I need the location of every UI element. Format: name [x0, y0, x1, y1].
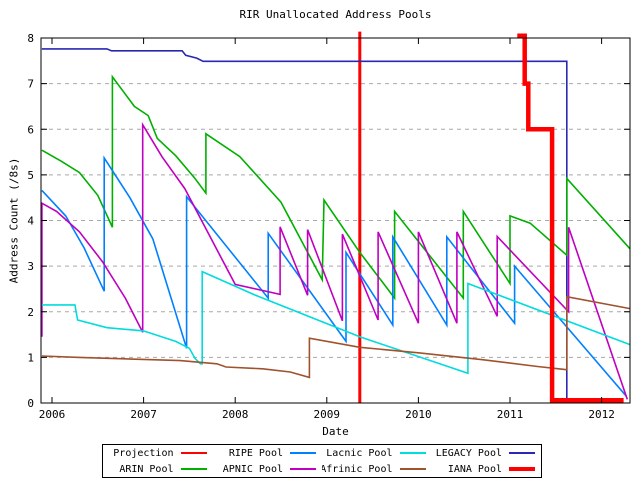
- legend-line-swatch: [180, 452, 207, 454]
- series-arin-pool: [41, 74, 631, 301]
- legend-line-swatch: [290, 468, 316, 470]
- series-lacnic-pool: [41, 270, 631, 375]
- series-apnic-pool: [41, 121, 629, 400]
- legend-label: Afrinic Pool: [322, 463, 393, 475]
- legend-label: LEGACY Pool: [435, 447, 502, 459]
- x-tick-label: 2011: [497, 408, 524, 421]
- legend-item-ripe-pool: RIPE Pool: [213, 445, 323, 461]
- x-tick-label: 2010: [405, 408, 432, 421]
- x-axis-label: Date: [322, 425, 349, 438]
- legend-item-iana-pool: IANA Pool: [432, 461, 542, 477]
- legend-item-arin-pool: ARIN Pool: [103, 461, 213, 477]
- y-tick-label: 2: [27, 306, 34, 319]
- legend-label: Lacnic Pool: [326, 447, 393, 459]
- legend-label: Projection: [113, 447, 174, 459]
- y-tick-label: 4: [27, 215, 34, 228]
- y-tick-label: 1: [27, 351, 34, 364]
- series-ripe-pool: [41, 155, 627, 397]
- legend-line-swatch: [399, 452, 426, 454]
- legend-line-swatch: [180, 468, 207, 470]
- x-tick-label: 2008: [222, 408, 249, 421]
- series-legacy-pool: [41, 48, 568, 403]
- chart-title: RIR Unallocated Address Pools: [239, 8, 432, 21]
- legend-item-lacnic-pool: Lacnic Pool: [322, 445, 432, 461]
- y-tick-label: 6: [27, 123, 34, 136]
- legend: Projection RIPE Pool Lacnic Pool LEGACY Poo…: [102, 444, 542, 478]
- y-tick-label: 0: [27, 397, 34, 410]
- y-tick-label: 5: [27, 169, 34, 182]
- legend-item-afrinic-pool: Afrinic Pool: [322, 461, 432, 477]
- series-iana-pool: [517, 33, 624, 403]
- legend-label: APNIC Pool: [222, 463, 283, 475]
- x-tick-label: 2006: [39, 408, 66, 421]
- legend-item-legacy-pool: LEGACY Pool: [432, 445, 542, 461]
- x-tick-label: 2012: [588, 408, 615, 421]
- legend-line-swatch: [399, 468, 426, 470]
- legend-label: IANA Pool: [447, 463, 502, 475]
- legend-item-apnic-pool: APNIC Pool: [213, 461, 323, 477]
- x-tick-label: 2007: [130, 408, 157, 421]
- y-tick-label: 7: [27, 78, 34, 91]
- legend-label: RIPE Pool: [228, 447, 283, 459]
- legend-line-swatch: [290, 452, 316, 454]
- legend-label: ARIN Pool: [119, 463, 174, 475]
- y-tick-label: 3: [27, 260, 34, 273]
- legend-line-swatch: [509, 467, 535, 471]
- x-tick-label: 2009: [314, 408, 341, 421]
- legend-line-swatch: [509, 452, 535, 454]
- y-axis-label: Address Count (/8s): [7, 157, 21, 284]
- y-tick-label: 8: [27, 32, 34, 45]
- legend-item-projection: Projection: [103, 445, 213, 461]
